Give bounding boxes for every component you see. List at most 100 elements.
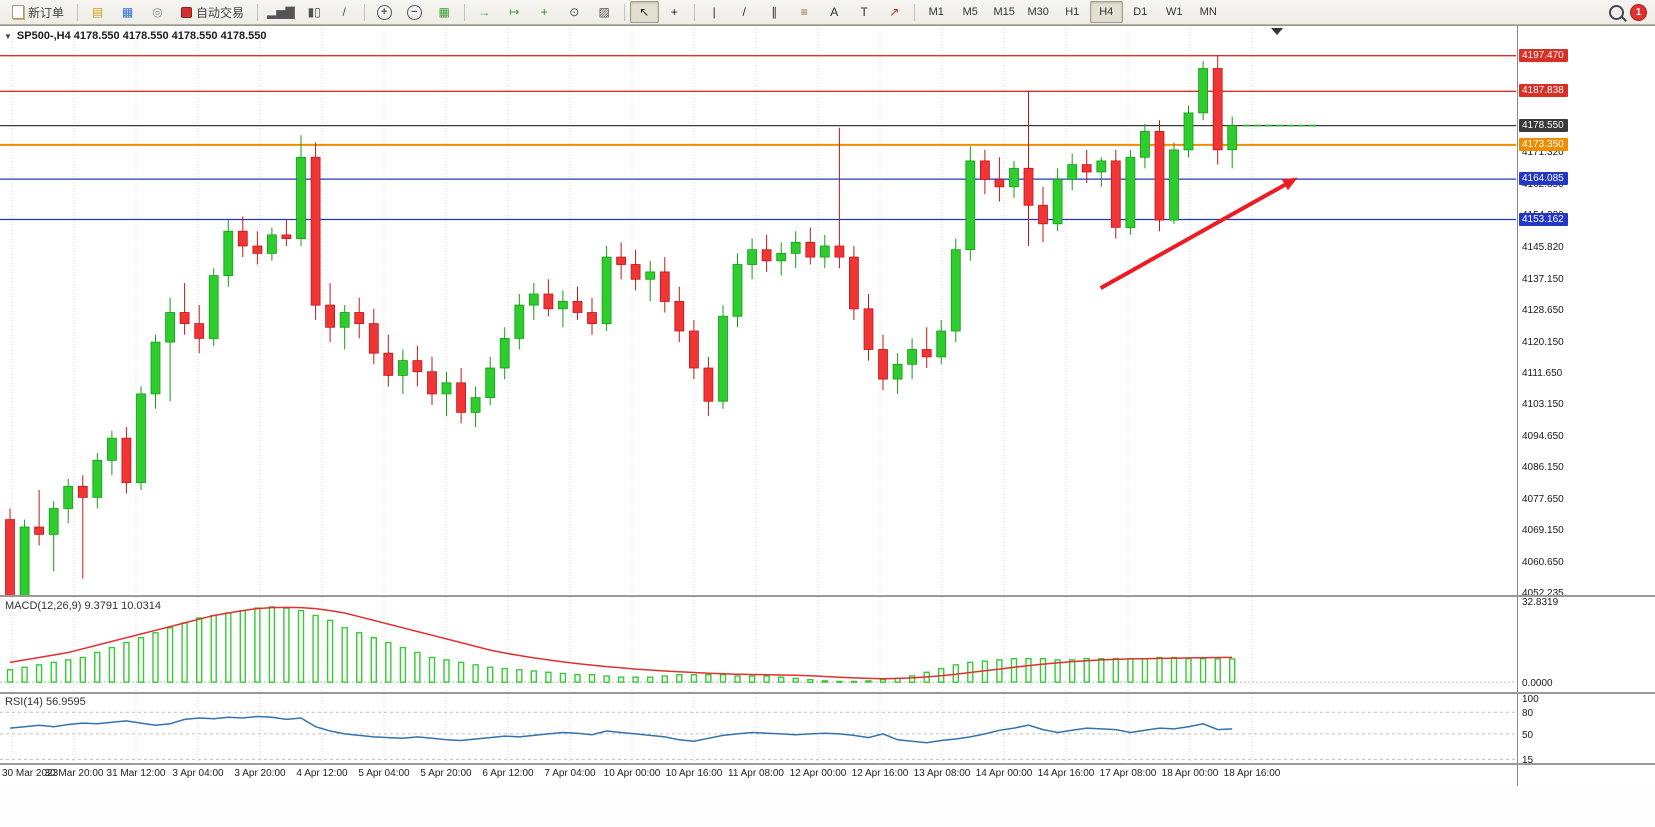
chart-shift-marker (1271, 28, 1283, 35)
macd-histogram-bar (617, 676, 625, 683)
price-line-label: 4164.085 (1519, 172, 1568, 185)
chart-window-icon[interactable]: ▦ (121, 5, 134, 19)
candle (208, 275, 219, 339)
macd-histogram-bar (385, 641, 392, 683)
text-icon[interactable]: A (830, 5, 839, 19)
macd-histogram-bar (312, 614, 319, 683)
time-axis-label: 7 Apr 04:00 (544, 768, 596, 779)
macd-histogram-bar (792, 677, 799, 683)
price-line-label: 4187.838 (1519, 84, 1568, 97)
candle (354, 312, 365, 325)
toolbar-separator (257, 3, 259, 21)
candle (136, 393, 146, 483)
line-chart-icon[interactable]: / (342, 5, 346, 19)
cursor-icon[interactable]: ↖ (629, 1, 659, 23)
symbol-ohlc-info[interactable]: ▼ SP500-,H4 4178.550 4178.550 4178.550 4… (4, 30, 266, 42)
price-axis[interactable]: 4171.3204162.8504154.3804145.8204137.150… (1517, 26, 1655, 827)
macd-histogram-bar (254, 607, 261, 683)
chart-window: ▼ SP500-,H4 4178.550 4178.550 4178.550 4… (0, 25, 1655, 827)
timeframe-m15-button[interactable]: M15 (993, 6, 1015, 18)
time-axis-label: 10 Apr 16:00 (665, 768, 723, 779)
macd-histogram-bar (574, 673, 581, 683)
fibonacci-icon[interactable]: ≡ (800, 5, 808, 19)
candle (48, 508, 59, 535)
candle (790, 241, 801, 254)
arrows-icon[interactable]: ↗ (889, 5, 900, 19)
macd-panel-canvas[interactable] (0, 597, 1516, 692)
macd-histogram-bar (21, 666, 28, 683)
timeframe-m1-button[interactable]: M1 (928, 6, 944, 18)
grid-icon[interactable]: ▦ (438, 5, 450, 19)
time-axis[interactable]: 30 Mar 2023 30 Mar 20:00 31 Mar 12:00 3 Apr… (0, 765, 1516, 785)
panel-separator[interactable] (0, 595, 1655, 597)
time-axis-label: 11 Apr 08:00 (728, 768, 784, 779)
bar-chart-icon[interactable]: ▂▅▇ (267, 5, 295, 19)
new-order-button[interactable]: 新订单 (4, 1, 72, 23)
timeframe-m30-button[interactable]: M30 (1027, 6, 1049, 18)
candle (1110, 160, 1121, 228)
autotrade-button[interactable]: 自动交易 (173, 1, 252, 23)
panel-separator[interactable] (0, 692, 1655, 694)
macd-histogram-bar (414, 651, 421, 683)
search-icon[interactable] (1609, 4, 1624, 20)
candle (1125, 156, 1136, 228)
vertical-line-icon[interactable]: | (712, 5, 716, 19)
period-icon[interactable]: ⊙ (569, 5, 580, 19)
timeframe-w1-button[interactable]: W1 (1165, 6, 1183, 18)
macd-histogram-bar (1112, 658, 1120, 683)
toolbar-separator (77, 3, 79, 21)
candle (34, 526, 44, 535)
community-icon[interactable]: ◎ (152, 5, 163, 19)
timeframe-h1-button[interactable]: H1 (1065, 6, 1080, 18)
time-axis-label: 3 Apr 20:00 (234, 768, 286, 779)
macd-histogram-bar (108, 646, 116, 683)
candle (645, 271, 656, 280)
candle (543, 293, 554, 310)
zoom-in-icon[interactable]: + (370, 1, 399, 23)
channel-icon[interactable]: ∥ (771, 5, 778, 19)
time-axis-label: 17 Apr 08:00 (1099, 768, 1157, 779)
templates-icon[interactable]: ▨ (598, 5, 610, 19)
market-watch-icon[interactable]: ▤ (91, 5, 104, 19)
candle (281, 234, 292, 239)
macd-histogram-bar (705, 673, 712, 683)
rsi-panel-canvas[interactable] (0, 694, 1516, 763)
candle (1096, 160, 1107, 173)
timeframe-mn-button[interactable]: MN (1199, 6, 1217, 18)
crosshair-icon[interactable]: + (670, 5, 678, 19)
timeframe-h4-button[interactable]: H4 (1089, 1, 1123, 23)
timeframe-m5-button[interactable]: M5 (962, 6, 978, 18)
price-axis-label: 4103.150 (1522, 399, 1564, 410)
candle (325, 304, 336, 328)
new-chart-icon[interactable]: + (540, 5, 548, 19)
notification-badge[interactable]: 1 (1630, 3, 1647, 21)
macd-histogram-bar (821, 680, 828, 683)
main-chart-canvas[interactable] (0, 26, 1516, 595)
macd-histogram-bar (1068, 659, 1076, 683)
candle (456, 382, 467, 413)
timeframe-d1-button[interactable]: D1 (1133, 6, 1148, 18)
candlestick-chart-icon[interactable]: ▮▯ (307, 5, 321, 19)
candle (383, 352, 394, 376)
panel-separator[interactable] (0, 763, 1655, 765)
auto-scroll-icon[interactable]: → (478, 5, 491, 19)
macd-histogram-bar (487, 666, 494, 683)
time-axis-label: 30 Mar 2023 (2, 768, 59, 779)
candle (1154, 131, 1165, 221)
trend-arrow-annotation (1099, 180, 1290, 290)
time-axis-label: 5 Apr 04:00 (358, 768, 410, 779)
candle (703, 367, 714, 402)
macd-histogram-bar (341, 627, 348, 683)
macd-histogram-bar (152, 632, 159, 683)
chart-shift-icon[interactable]: ↦ (509, 5, 520, 19)
price-axis-label: 4111.650 (1522, 368, 1563, 379)
label-icon[interactable]: T (860, 5, 868, 19)
macd-histogram-bar (748, 675, 756, 683)
trendline-icon[interactable]: / (742, 5, 746, 19)
symbol-dropdown-icon[interactable]: ▼ (4, 31, 12, 41)
zoom-out-icon[interactable]: − (400, 1, 429, 23)
candle (514, 304, 525, 339)
candle (776, 252, 787, 262)
macd-histogram-bar (690, 673, 698, 683)
macd-histogram-bar (123, 641, 130, 683)
